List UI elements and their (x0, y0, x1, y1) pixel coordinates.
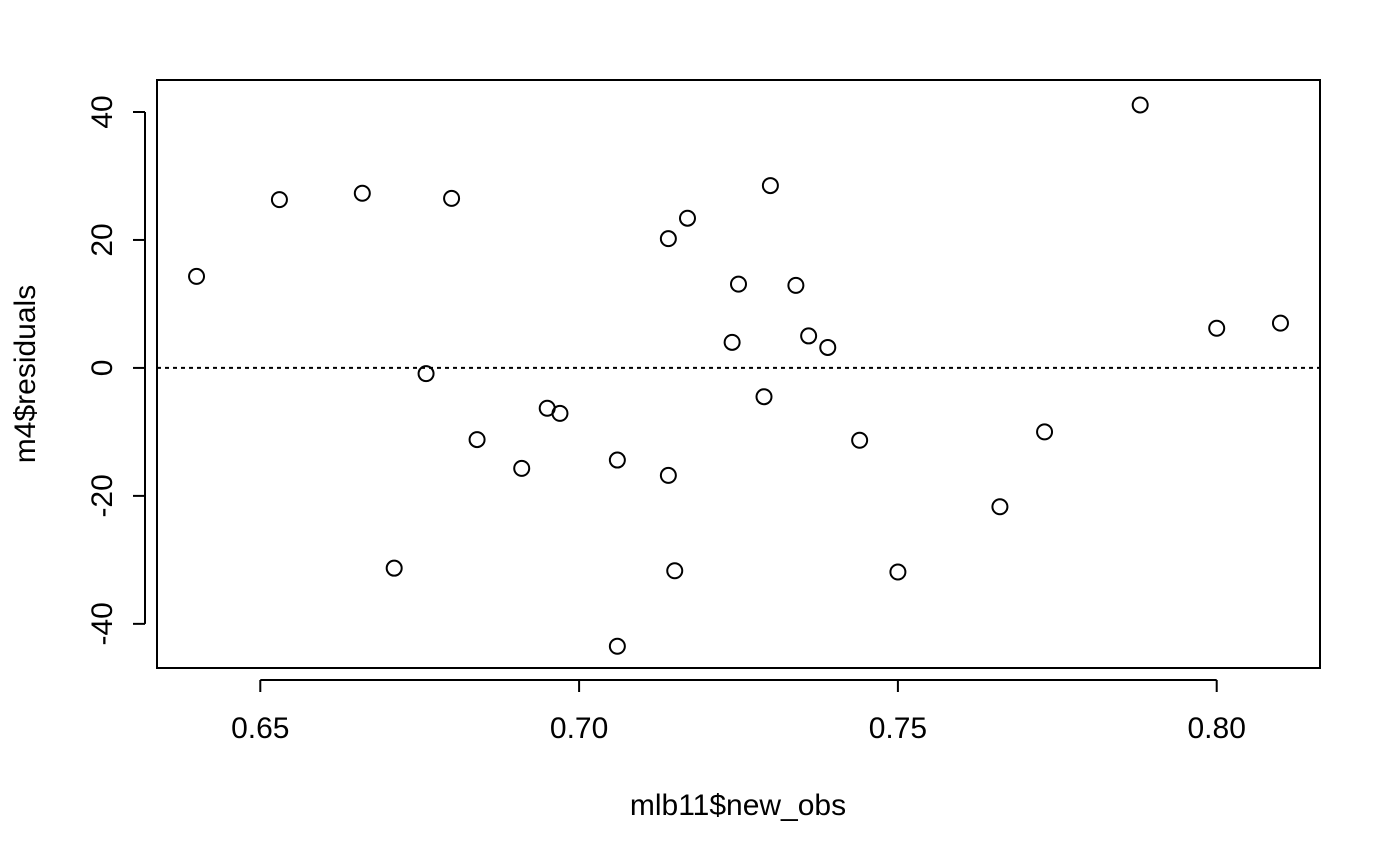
data-point (608, 451, 626, 469)
data-point (608, 637, 626, 655)
y-tick-label: -40 (86, 602, 119, 645)
x-axis: 0.65 0.70 0.75 0.80 (231, 679, 1246, 745)
data-points-layer (188, 96, 1289, 655)
y-tick-label: 20 (86, 223, 119, 256)
data-point (666, 562, 684, 580)
data-point (800, 327, 818, 345)
x-axis-title: mlb11$new_obs (630, 789, 846, 822)
data-point (385, 559, 403, 577)
y-tick-label: 40 (86, 95, 119, 128)
x-tick-label: 0.65 (231, 712, 289, 745)
data-point (889, 563, 907, 581)
data-point (1271, 314, 1289, 332)
data-point (755, 388, 773, 406)
data-point (991, 498, 1009, 516)
x-tick-label: 0.80 (1188, 712, 1246, 745)
data-point (678, 209, 696, 227)
data-point (443, 189, 461, 207)
x-tick-label: 0.70 (550, 712, 608, 745)
data-point (723, 333, 741, 351)
y-axis: -40 -20 0 20 40 (86, 95, 146, 646)
data-point (851, 431, 869, 449)
data-point (659, 466, 677, 484)
data-point (551, 404, 569, 422)
data-point (270, 191, 288, 209)
plot-frame (156, 79, 1321, 669)
data-point (1036, 423, 1054, 441)
data-point (787, 276, 805, 294)
data-point (417, 365, 435, 383)
data-point (188, 267, 206, 285)
data-point (659, 230, 677, 248)
data-point (513, 459, 531, 477)
y-tick-label: 0 (86, 360, 119, 377)
y-tick-label: -20 (86, 474, 119, 517)
data-point (353, 184, 371, 202)
data-point (730, 275, 747, 293)
data-point (1131, 96, 1149, 114)
data-point (468, 431, 486, 449)
data-point (1208, 319, 1226, 337)
x-tick-label: 0.75 (869, 712, 927, 745)
y-axis-title: m4$residuals (9, 285, 42, 463)
data-point (761, 177, 779, 195)
data-point (819, 338, 837, 356)
